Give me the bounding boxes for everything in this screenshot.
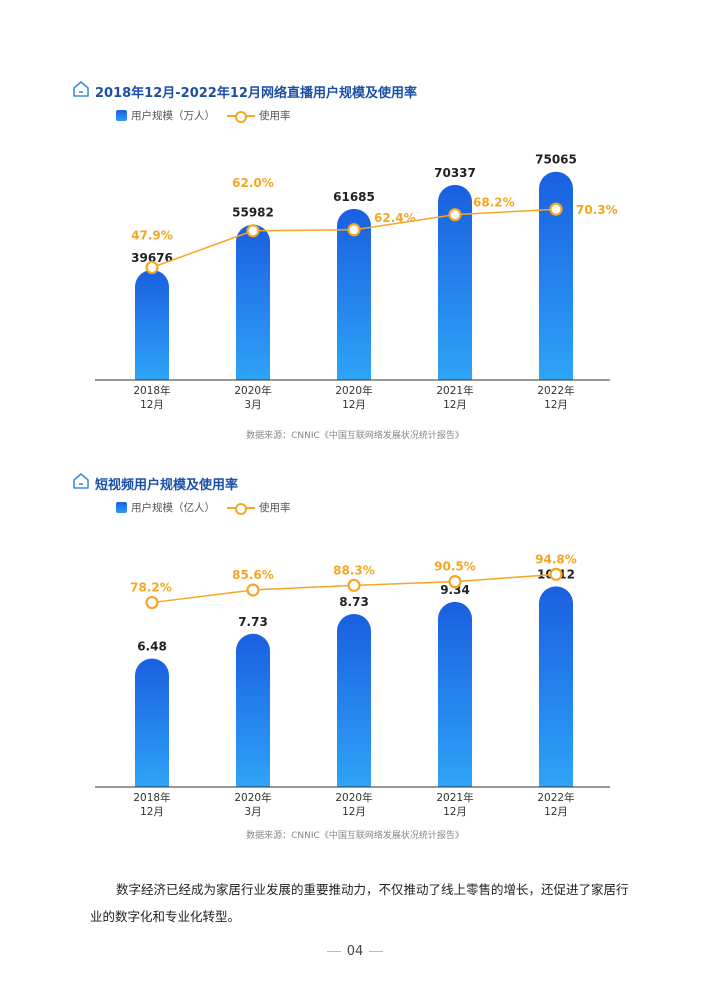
plot-area: 39676 55982 61685 70337 75065 2018年 12月 2020年 3月…: [95, 153, 618, 411]
rate-value-label: 85.6%: [232, 568, 274, 582]
bar-value-label: 6.48: [137, 640, 167, 654]
bar: [236, 224, 270, 380]
x-tick-label: 2022年: [537, 791, 574, 804]
rate-value-label: 88.3%: [333, 563, 375, 577]
house-icon: [73, 473, 89, 489]
chart-short-video: 短视频用户规模及使用率 用户规模（亿人） 使用率 6.48 7.73 8.73 9.3…: [0, 470, 710, 845]
rate-point: [145, 595, 159, 610]
legend-bar-label: 用户规模（万人）: [131, 110, 215, 122]
bar: [438, 601, 472, 787]
legend-line-marker: [227, 110, 255, 123]
x-tick-label: 12月: [342, 806, 366, 818]
x-tick-label: 2021年: [436, 384, 473, 397]
bar-value-label: 70337: [434, 166, 476, 180]
rate-point: [448, 208, 462, 222]
page-number-left-rule: [326, 951, 341, 952]
rate-point: [347, 223, 361, 237]
rate-point: [549, 202, 563, 216]
rate-value-label: 94.8%: [535, 552, 577, 566]
bar-value-label: 39676: [131, 251, 173, 265]
x-tick-label: 12月: [140, 399, 164, 411]
legend-bar-swatch: [116, 502, 127, 513]
rate-point: [549, 567, 563, 581]
legend-line-label: 使用率: [259, 502, 291, 514]
data-source: 数据来源：CNNIC《中国互联网络发展状况统计报告》: [246, 831, 464, 841]
bar: [539, 586, 573, 787]
x-tick-label: 12月: [342, 399, 366, 411]
house-icon: [73, 81, 89, 97]
bar-value-label: 7.73: [238, 615, 268, 629]
bar: [337, 613, 371, 787]
bar-value-label: 55982: [232, 206, 274, 220]
page-number-row: 04: [0, 944, 710, 959]
x-tick-label: 2022年: [537, 384, 574, 397]
legend-line-label: 使用率: [259, 110, 291, 122]
x-tick-label: 12月: [544, 806, 568, 818]
rate-point: [347, 578, 361, 592]
x-tick-label: 3月: [244, 806, 261, 818]
legend-bar-swatch: [116, 110, 127, 121]
data-source: 数据来源：CNNIC《中国互联网络发展状况统计报告》: [246, 431, 464, 441]
x-tick-label: 12月: [443, 399, 467, 411]
plot-area: 6.487.738.739.3410.122018年12月2020年3月2020…: [95, 552, 610, 818]
x-tick-label: 2018年: [133, 791, 170, 804]
rate-point: [448, 575, 462, 589]
x-tick-label: 2020年: [335, 791, 372, 804]
body-paragraph: 数字经济已经成为家居行业发展的重要推动力，不仅推动了线上零售的增长，还促进了家居…: [90, 882, 629, 924]
rate-value-label: 68.2%: [473, 196, 515, 210]
page-number-right-rule: [369, 951, 384, 952]
x-tick-label: 2020年: [335, 384, 372, 397]
legend: 用户规模（亿人） 使用率: [116, 500, 291, 515]
x-tick-label: 12月: [140, 806, 164, 818]
x-tick-label: 3月: [244, 399, 261, 411]
legend-line-marker: [227, 502, 255, 515]
chart-title: 短视频用户规模及使用率: [95, 478, 239, 493]
legend-bar-label: 用户规模（亿人）: [131, 502, 215, 514]
x-tick-label: 2021年: [436, 791, 473, 804]
bar-value-label: 9.34: [440, 583, 470, 597]
bar: [539, 171, 573, 380]
bar-value-label: 75065: [535, 153, 577, 167]
bar-value-label: 8.73: [339, 595, 369, 609]
legend: 用户规模（万人） 使用率: [116, 108, 291, 123]
bar: [337, 208, 371, 380]
x-tick-label: 2020年: [234, 791, 271, 804]
bar: [135, 269, 169, 380]
rate-point: [145, 260, 159, 275]
rate-value-label: 47.9%: [131, 228, 173, 242]
rate-value-label: 78.2%: [130, 581, 172, 595]
x-tick-label: 2020年: [234, 384, 271, 397]
x-tick-label: 2018年: [133, 384, 170, 397]
rate-value-label: 90.5%: [434, 560, 476, 574]
rate-point: [246, 583, 260, 597]
bar: [438, 184, 472, 380]
bar: [135, 658, 169, 787]
x-tick-label: 12月: [443, 806, 467, 818]
rate-value-label: 62.0%: [232, 176, 274, 190]
rate-value-label: 70.3%: [576, 203, 618, 217]
rate-point: [246, 224, 260, 238]
bar-value-label: 61685: [333, 190, 375, 204]
x-tick-label: 12月: [544, 399, 568, 411]
rate-value-label: 62.4%: [374, 211, 416, 225]
chart-live-streaming: 2018年12月-2022年12月网络直播用户规模及使用率 用户规模（万人） 使…: [0, 78, 710, 443]
bar: [236, 633, 270, 787]
page-number: 04: [346, 944, 364, 959]
chart-title: 2018年12月-2022年12月网络直播用户规模及使用率: [95, 86, 417, 101]
